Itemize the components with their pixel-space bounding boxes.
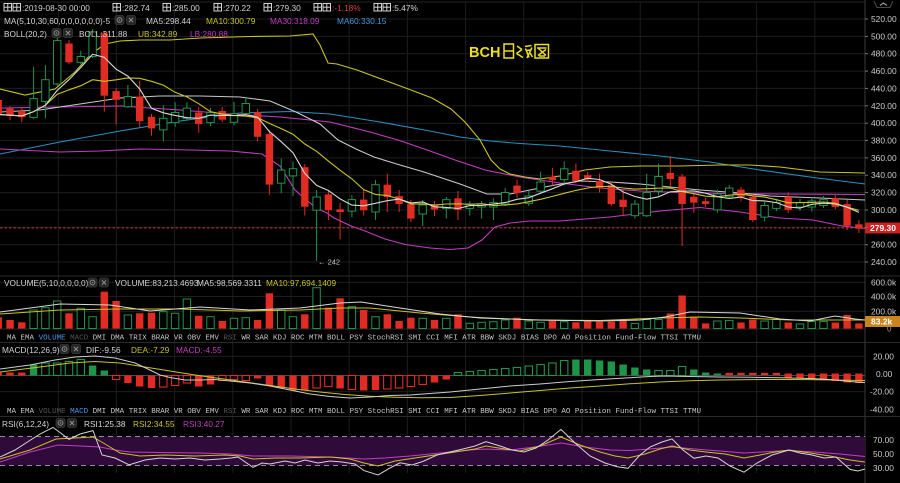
svg-text:0: 0: [887, 325, 892, 334]
svg-text:480.00: 480.00: [871, 49, 897, 59]
svg-text:BOLL:311.88: BOLL:311.88: [79, 29, 128, 39]
svg-text::285.00: :285.00: [172, 3, 200, 13]
svg-text:360.00: 360.00: [871, 153, 897, 163]
svg-text:460.00: 460.00: [871, 66, 897, 76]
svg-text:RSI3:40.27: RSI3:40.27: [183, 419, 225, 429]
svg-text:200.0k: 200.0k: [871, 306, 897, 316]
svg-text:279.30: 279.30: [870, 223, 896, 233]
svg-text:0.00: 0.00: [876, 369, 893, 379]
svg-text:MA5:298.44: MA5:298.44: [146, 16, 191, 26]
svg-text::5.47%: :5.47%: [392, 3, 418, 13]
svg-text:BCH: BCH: [469, 45, 500, 61]
svg-text:RSI2:34.55: RSI2:34.55: [133, 419, 175, 429]
svg-text:20.00: 20.00: [873, 351, 894, 361]
svg-text:320.00: 320.00: [871, 188, 897, 198]
svg-text:520.00: 520.00: [871, 14, 897, 24]
svg-text:MA5:98,569.3311: MA5:98,569.3311: [197, 278, 262, 288]
svg-text:MA30:318.09: MA30:318.09: [270, 16, 320, 26]
svg-text:MA EMA VOLUME MACD DMI DMA TRI: MA EMA VOLUME MACD DMI DMA TRIX BRAR VR …: [7, 335, 706, 343]
svg-text:MACD:-4.55: MACD:-4.55: [176, 345, 222, 355]
svg-text:MA(5,10,30,60,0,0,0,0,0,0)-5: MA(5,10,30,60,0,0,0,0,0,0)-5: [4, 16, 110, 26]
svg-text:MACD(12,26,9): MACD(12,26,9): [2, 345, 60, 355]
svg-text:VOLUME:83,213.4693: VOLUME:83,213.4693: [115, 278, 199, 288]
svg-text:30.00: 30.00: [873, 463, 894, 473]
svg-text:UB:342.89: UB:342.89: [138, 29, 178, 39]
svg-text:83.2k: 83.2k: [871, 317, 893, 327]
svg-text:MA EMA VOLUME MACD DMI DMA TRI: MA EMA VOLUME MACD DMI DMA TRIX BRAR VR …: [7, 408, 706, 416]
svg-text::282.74: :282.74: [122, 3, 150, 13]
svg-text:MA10:97,694.1409: MA10:97,694.1409: [266, 278, 337, 288]
svg-text:MA10:300.79: MA10:300.79: [206, 16, 256, 26]
svg-text:DIF:-9.56: DIF:-9.56: [86, 345, 121, 355]
svg-text:300.00: 300.00: [871, 205, 897, 215]
svg-text:380.00: 380.00: [871, 136, 897, 146]
svg-text:50.00: 50.00: [873, 449, 894, 459]
svg-text:70.00: 70.00: [873, 435, 894, 445]
svg-text:340.00: 340.00: [871, 170, 897, 180]
svg-text:440.00: 440.00: [871, 83, 897, 93]
svg-text:LB:280.88: LB:280.88: [190, 29, 228, 39]
svg-text:500.00: 500.00: [871, 31, 897, 41]
svg-text:DEA:-7.29: DEA:-7.29: [131, 345, 170, 355]
svg-text:RSI(6,12,24): RSI(6,12,24): [2, 419, 49, 429]
svg-text:260.00: 260.00: [871, 240, 897, 250]
svg-text::-1.18%: :-1.18%: [332, 3, 361, 13]
svg-text:420.00: 420.00: [871, 101, 897, 111]
svg-text:VOLUME(5,10,0,0,0,0): VOLUME(5,10,0,0,0,0): [4, 278, 89, 288]
svg-text:BOLL(20,2): BOLL(20,2): [4, 29, 47, 39]
svg-text:← 242: ← 242: [318, 258, 340, 267]
svg-text:MA60:330.15: MA60:330.15: [337, 16, 387, 26]
svg-text::2019-08-30 00:00: :2019-08-30 00:00: [22, 3, 90, 13]
svg-text::279.30: :279.30: [273, 3, 301, 13]
svg-text:400.00: 400.00: [871, 118, 897, 128]
svg-text:-20.00: -20.00: [870, 387, 894, 397]
svg-text::270.22: :270.22: [223, 3, 251, 13]
svg-text:240.00: 240.00: [871, 257, 897, 267]
svg-text:600.0k: 600.0k: [871, 277, 897, 287]
svg-text:400.0k: 400.0k: [871, 292, 897, 302]
svg-text:-40.00: -40.00: [870, 404, 894, 414]
svg-text:RSI1:25.38: RSI1:25.38: [84, 419, 126, 429]
